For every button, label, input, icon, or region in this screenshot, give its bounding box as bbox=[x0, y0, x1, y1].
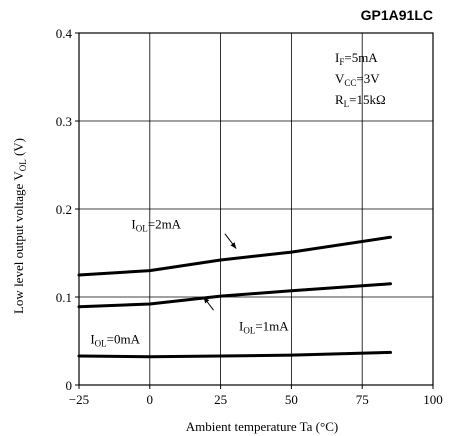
y-tick-label: 0.4 bbox=[56, 26, 73, 41]
series-line-2 bbox=[77, 282, 392, 309]
y-axis-label-unit: (V) bbox=[11, 138, 26, 159]
series-annotations: IOL=2mA IOL=1mA IOL=0mA bbox=[90, 216, 289, 348]
series-arrowhead-1 bbox=[230, 242, 237, 249]
grid-lines bbox=[79, 33, 433, 385]
series-arrowhead-2 bbox=[203, 297, 210, 304]
series-label-2: IOL=1mA bbox=[239, 318, 289, 335]
x-tick-label: 75 bbox=[356, 392, 369, 407]
y-axis-label: Low level output voltage VOL (V) bbox=[11, 138, 28, 314]
series-label-1: IOL=2mA bbox=[131, 216, 181, 233]
condition-line-1: IF=5mA bbox=[335, 50, 378, 67]
chart-title: GP1A91LC bbox=[361, 7, 433, 23]
y-axis-label-sub: OL bbox=[18, 159, 28, 171]
condition-line-2: VCC=3V bbox=[335, 71, 380, 88]
x-axis-label: Ambient temperature Ta (°C) bbox=[186, 419, 338, 434]
series-lines bbox=[77, 235, 392, 359]
test-conditions: IF=5mA VCC=3V RL=15kΩ bbox=[335, 50, 386, 109]
x-tick-label: 50 bbox=[285, 392, 298, 407]
y-axis-label-main: Low level output voltage V bbox=[11, 171, 26, 314]
x-tick-label: 0 bbox=[147, 392, 154, 407]
series-line-1 bbox=[77, 235, 392, 277]
series-label-3: IOL=0mA bbox=[90, 332, 140, 349]
x-tick-label: −25 bbox=[69, 392, 89, 407]
y-tick-label: 0.3 bbox=[56, 114, 72, 129]
y-tick-label: 0.1 bbox=[56, 290, 72, 305]
x-tick-label: 25 bbox=[214, 392, 227, 407]
x-tick-label: 100 bbox=[423, 392, 443, 407]
condition-line-3: RL=15kΩ bbox=[335, 92, 386, 109]
y-tick-label: 0.2 bbox=[56, 202, 72, 217]
y-tick-label: 0 bbox=[66, 378, 73, 393]
series-line-3 bbox=[77, 350, 392, 359]
